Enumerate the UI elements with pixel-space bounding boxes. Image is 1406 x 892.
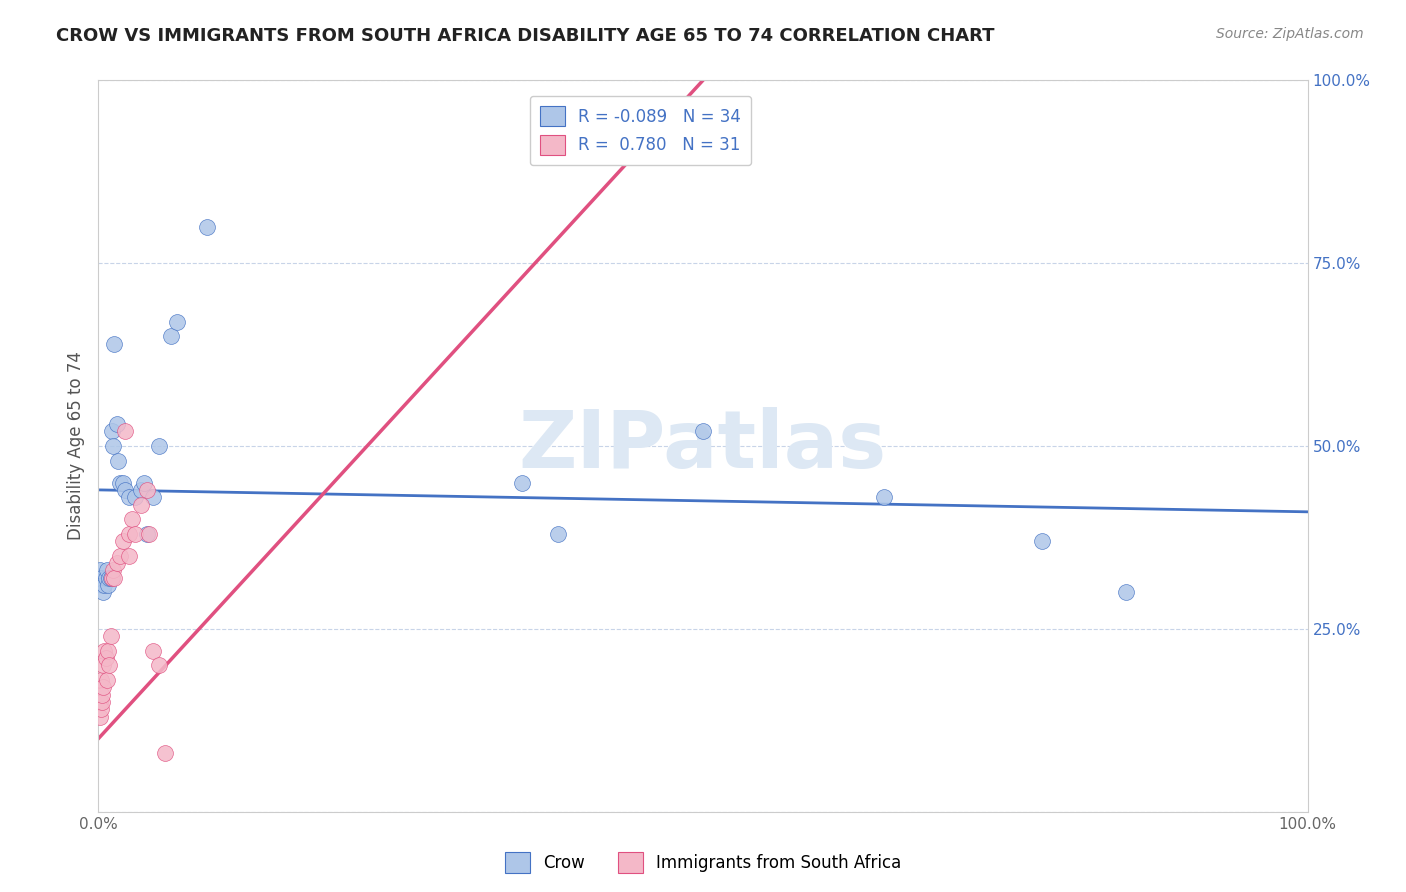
Point [118, 490, 141, 504]
Point [1115, 585, 1137, 599]
Point [118, 526, 141, 541]
Point [90, 702, 112, 716]
Point [89, 563, 111, 577]
Point [166, 315, 188, 329]
Point [153, 746, 176, 760]
Point [873, 490, 896, 504]
Point [89, 709, 111, 723]
Point [111, 475, 134, 490]
Point [91, 658, 114, 673]
Point [510, 475, 533, 490]
Point [98, 658, 121, 673]
Point [100, 629, 122, 643]
Point [547, 526, 569, 541]
Point [89, 695, 111, 709]
Point [94, 651, 117, 665]
Point [108, 475, 131, 490]
Legend: R = -0.089   N = 34, R =  0.780   N = 31: R = -0.089 N = 34, R = 0.780 N = 31 [530, 96, 751, 165]
Point [101, 439, 124, 453]
Point [148, 439, 170, 453]
Y-axis label: Disability Age 65 to 74: Disability Age 65 to 74 [66, 351, 84, 541]
Point [91, 585, 114, 599]
Point [96, 673, 118, 687]
Text: CROW VS IMMIGRANTS FROM SOUTH AFRICA DISABILITY AGE 65 TO 74 CORRELATION CHART: CROW VS IMMIGRANTS FROM SOUTH AFRICA DIS… [56, 27, 994, 45]
Text: Source: ZipAtlas.com: Source: ZipAtlas.com [1216, 27, 1364, 41]
Point [101, 563, 124, 577]
Point [135, 526, 157, 541]
Point [96, 563, 118, 577]
Point [692, 425, 714, 439]
Point [1031, 534, 1053, 549]
Point [142, 490, 165, 504]
Point [94, 571, 117, 585]
Point [103, 571, 125, 585]
Point [124, 490, 146, 504]
Point [138, 526, 160, 541]
Point [90, 571, 112, 585]
Legend: Crow, Immigrants from South Africa: Crow, Immigrants from South Africa [498, 846, 908, 880]
Point [103, 336, 125, 351]
Point [97, 578, 120, 592]
Point [195, 219, 218, 234]
Point [118, 549, 141, 563]
Point [91, 681, 114, 695]
Point [105, 556, 128, 570]
Point [114, 425, 136, 439]
Point [121, 512, 143, 526]
Text: ZIPatlas: ZIPatlas [519, 407, 887, 485]
Point [108, 549, 131, 563]
Point [129, 483, 152, 497]
Point [93, 578, 115, 592]
Point [100, 425, 122, 439]
Point [129, 498, 152, 512]
Point [91, 578, 114, 592]
Point [105, 417, 128, 431]
Point [91, 695, 114, 709]
Point [90, 673, 112, 687]
Point [114, 483, 136, 497]
Point [93, 644, 115, 658]
Point [124, 526, 146, 541]
Point [100, 571, 122, 585]
Point [100, 571, 122, 585]
Point [91, 688, 114, 702]
Point [148, 658, 170, 673]
Point [134, 475, 156, 490]
Point [160, 329, 183, 343]
Point [135, 483, 157, 497]
Point [111, 534, 134, 549]
Point [98, 571, 121, 585]
Point [107, 453, 129, 467]
Point [142, 644, 165, 658]
Point [97, 644, 120, 658]
